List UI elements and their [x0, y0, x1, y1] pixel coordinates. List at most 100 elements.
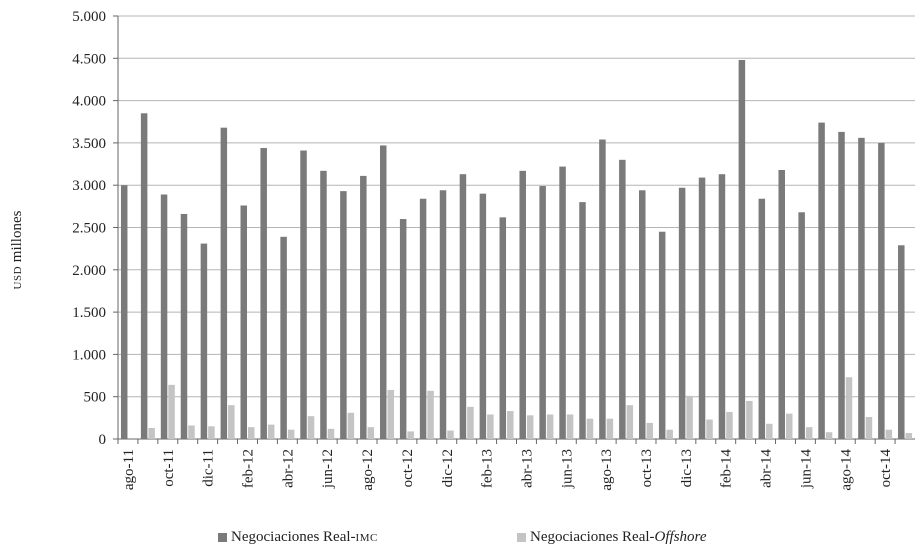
bar-imc	[160, 194, 168, 439]
x-tick-label: jun-12	[320, 449, 336, 489]
gridlines	[118, 15, 915, 398]
bar-offshore	[327, 428, 335, 439]
bar-offshore	[447, 430, 454, 439]
bar-imc	[619, 159, 626, 439]
x-tick-label: oct-11	[161, 449, 177, 487]
bar-offshore	[666, 429, 673, 439]
bar-offshore	[427, 390, 434, 439]
bar-offshore	[387, 389, 394, 439]
bar-offshore	[546, 414, 554, 439]
y-tick-label: 500	[84, 390, 107, 406]
bar-offshore	[885, 429, 893, 439]
bar-imc	[200, 243, 208, 439]
bar-offshore	[706, 419, 713, 439]
bar-imc	[698, 177, 706, 439]
y-tick-label: 2.000	[72, 263, 106, 279]
y-tick-label: 1.000	[72, 347, 106, 363]
bar-imc	[320, 170, 327, 439]
legend-item-offshore: Negociaciones Real-Offshore	[517, 529, 706, 546]
x-tick-label: dic-12	[440, 449, 456, 487]
bar-imc	[499, 217, 507, 439]
bar-offshore	[805, 427, 813, 439]
bar-imc	[220, 127, 228, 439]
bar-offshore	[865, 417, 873, 439]
bar-offshore	[507, 411, 514, 439]
x-tick-label: jun-13	[559, 449, 575, 489]
x-tick-label: abr-13	[519, 449, 535, 488]
bar-offshore	[586, 418, 594, 439]
bar-offshore	[626, 405, 634, 439]
bar-offshore	[845, 377, 853, 439]
legend-swatch-imc	[218, 533, 227, 542]
bar-offshore	[228, 405, 235, 439]
bar-offshore	[148, 428, 155, 439]
x-tick-label: ago-13	[599, 449, 615, 491]
x-tick-label: jun-14	[798, 449, 814, 490]
x-tick-label: dic-13	[679, 449, 695, 487]
bar-imc	[718, 174, 726, 439]
y-tick-label: 0	[99, 432, 107, 448]
bar-offshore	[726, 411, 733, 439]
x-tick-labels: ago-11 oct-11 dic-11 feb-12 abr-12 jun-12 ago-…	[121, 449, 894, 491]
bar-imc	[599, 139, 606, 440]
legend-label-offshore: Negociaciones Real-Offshore	[530, 529, 707, 545]
bar-imc	[559, 166, 566, 439]
y-tick-label: 1.500	[72, 305, 106, 321]
x-tick-label: oct-12	[400, 449, 416, 487]
bar-offshore	[168, 384, 175, 439]
bar-imc	[519, 170, 526, 439]
x-tick-label: abr-12	[280, 449, 296, 488]
bar-imc	[539, 186, 546, 439]
y-tick-label: 3.000	[72, 178, 106, 194]
bar-offshore	[646, 422, 654, 439]
bar-imc	[300, 150, 307, 440]
bar-offshore	[905, 433, 913, 439]
bar-imc	[658, 231, 666, 439]
bar-imc	[459, 174, 467, 439]
bar-offshore	[785, 413, 793, 439]
bar-offshore	[766, 423, 773, 439]
bar-offshore	[606, 418, 614, 439]
bars	[120, 59, 913, 440]
bar-offshore	[347, 412, 355, 439]
bar-offshore	[407, 431, 414, 439]
legend-label-imc: Negociaciones Real-IMC	[231, 529, 378, 545]
bar-imc	[818, 122, 825, 439]
bar-imc	[579, 202, 586, 439]
x-tick-label: abr-14	[759, 449, 775, 488]
y-tick-label: 5.000	[72, 9, 106, 25]
bar-offshore	[367, 427, 375, 439]
bar-offshore	[746, 400, 753, 439]
bar-imc	[240, 205, 248, 439]
bar-imc	[360, 175, 367, 440]
bar-offshore	[467, 406, 474, 439]
x-tick-label: feb-14	[719, 449, 735, 489]
y-tick-label: 4.000	[72, 94, 106, 110]
bar-imc	[898, 245, 905, 439]
bar-imc	[878, 142, 885, 439]
y-tick-label: 4.500	[72, 51, 106, 67]
legend-swatch-offshore	[517, 533, 526, 542]
bar-imc	[479, 193, 487, 439]
bar-imc	[180, 213, 188, 439]
bar-imc	[419, 198, 427, 439]
y-axis-label: USD millones	[9, 210, 25, 289]
x-tick-label: oct-14	[878, 449, 894, 488]
x-tick-label: feb-12	[241, 449, 257, 488]
bar-imc	[639, 190, 646, 439]
x-tick-label: ago-14	[838, 449, 854, 491]
bar-offshore	[686, 395, 693, 439]
bar-imc	[798, 212, 805, 439]
bar-offshore	[307, 416, 315, 439]
bar-imc	[260, 147, 267, 439]
bar-offshore	[267, 424, 275, 439]
y-axis-label-text: millones	[9, 210, 25, 266]
bar-imc	[340, 191, 347, 439]
bar-imc	[120, 185, 128, 439]
bar-imc	[838, 131, 845, 440]
bar-offshore	[287, 429, 295, 439]
axes	[113, 15, 915, 444]
bar-imc	[399, 219, 407, 439]
bar-offshore	[208, 426, 215, 439]
